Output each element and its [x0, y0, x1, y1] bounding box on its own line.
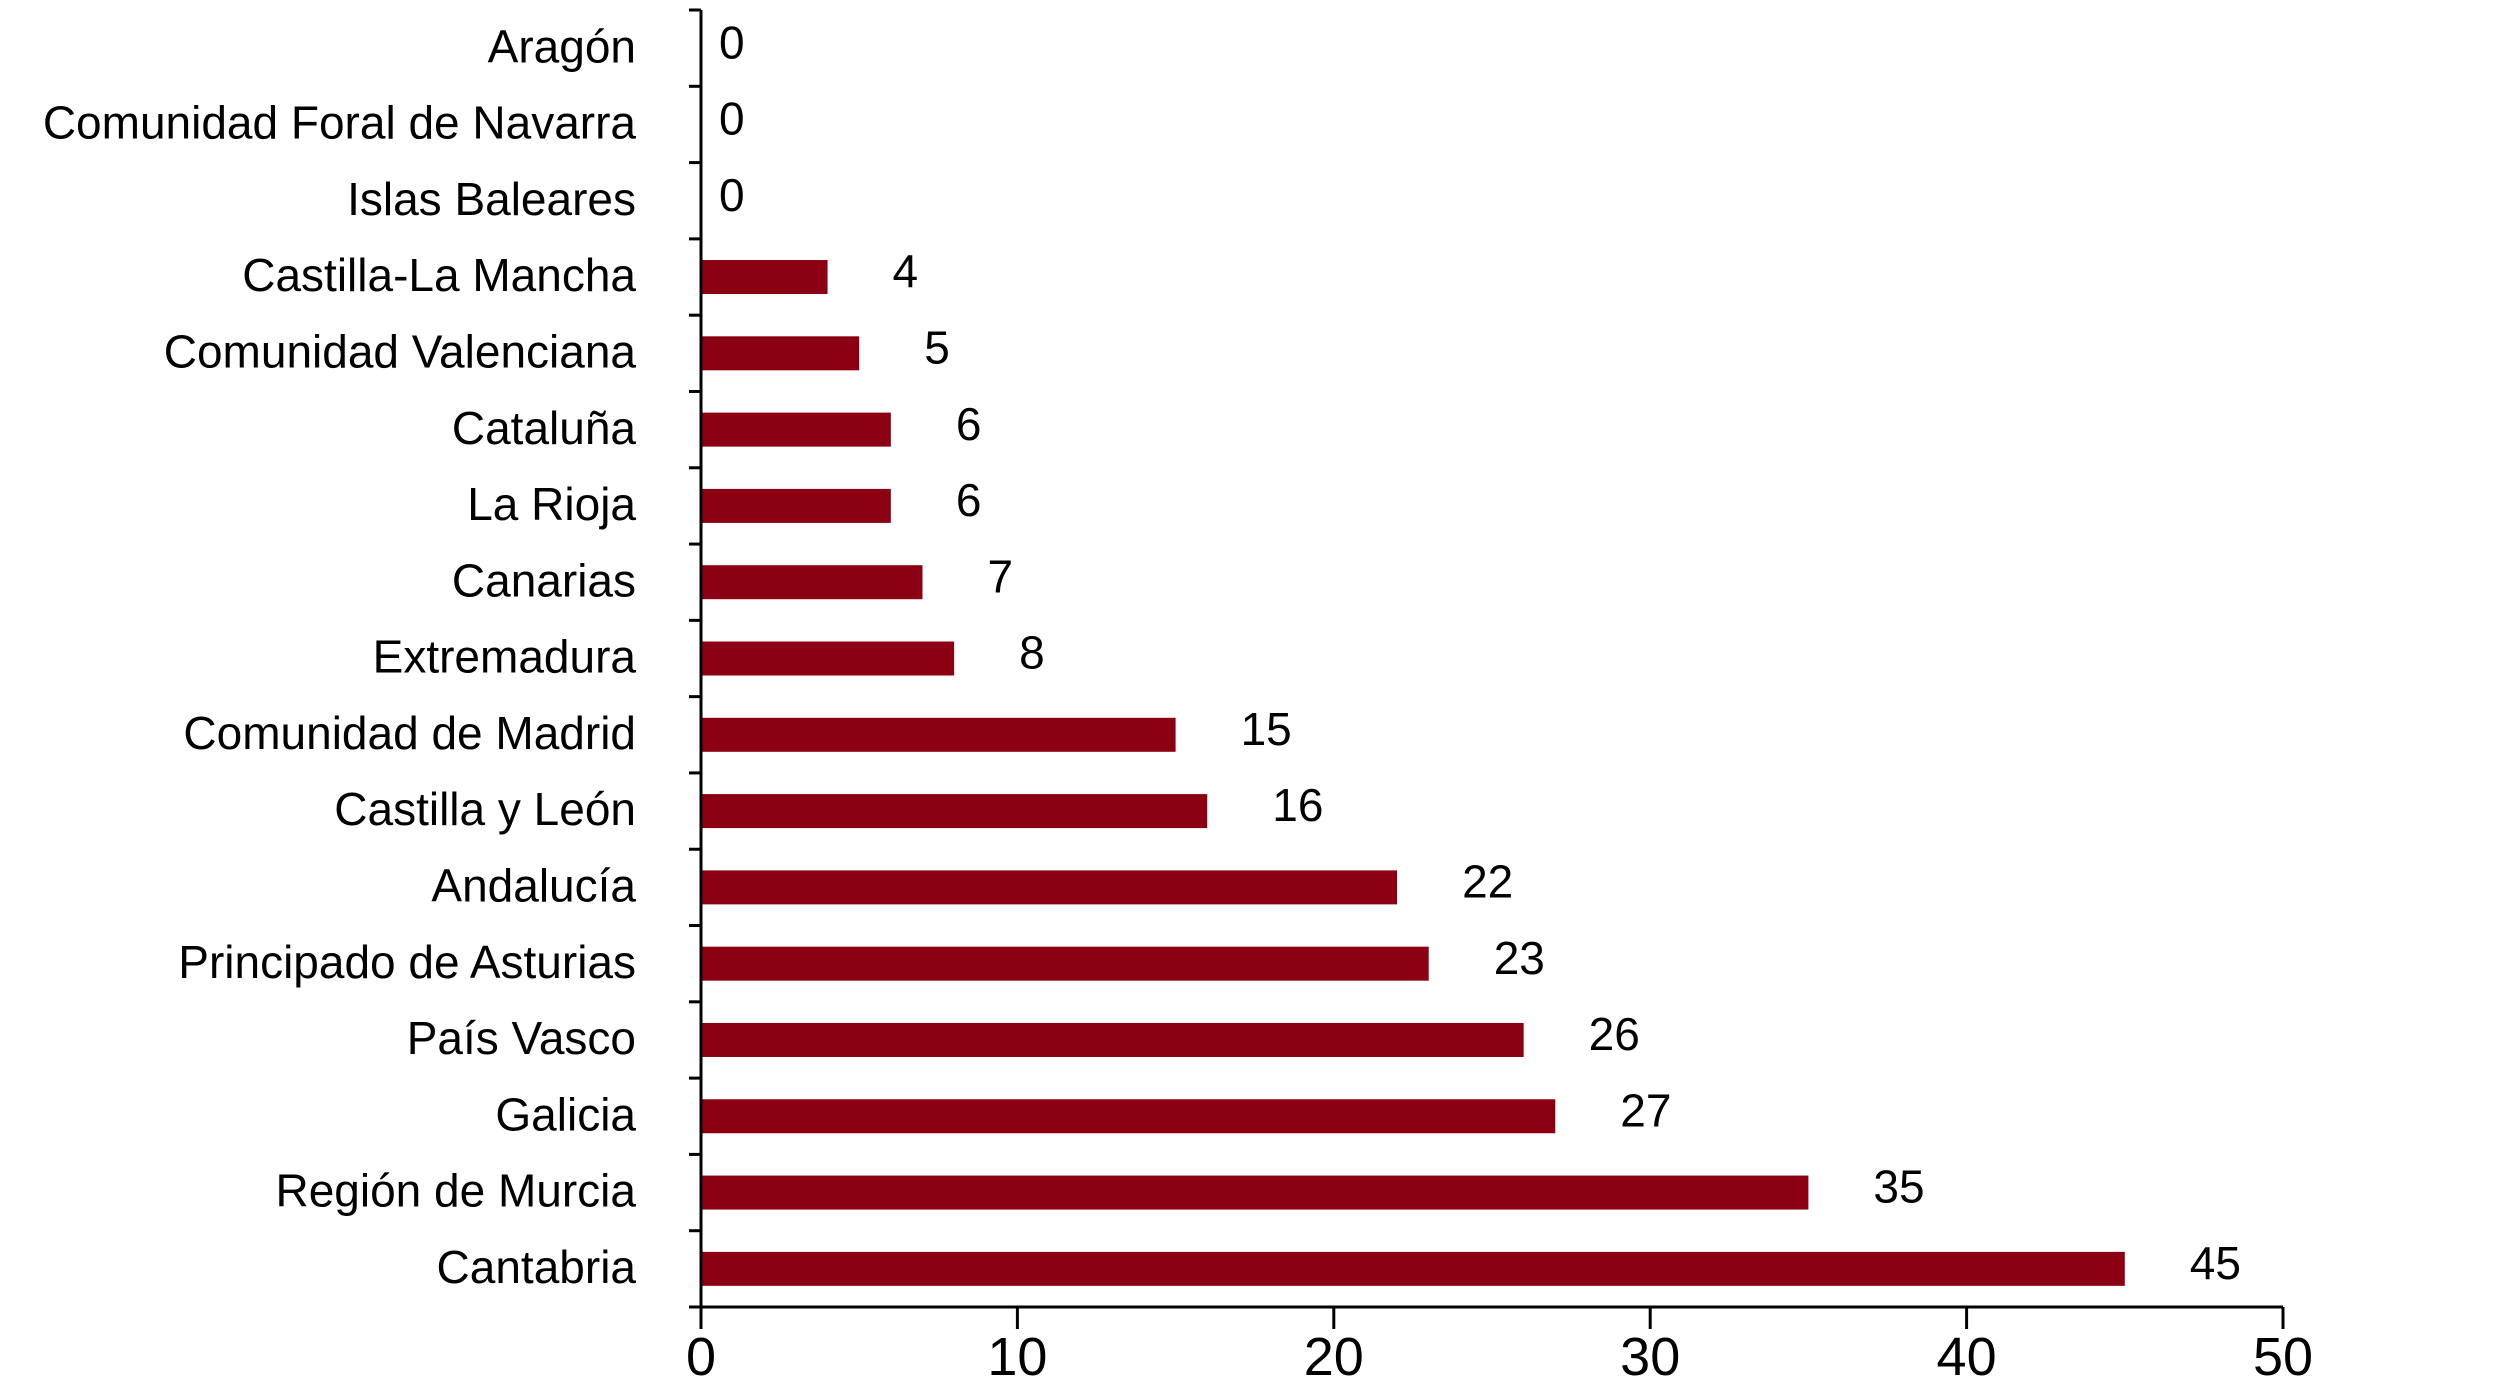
- category-label: Cantabria: [437, 1241, 637, 1293]
- bar: [701, 565, 923, 600]
- category-label: Aragón: [488, 20, 636, 72]
- data-label: 26: [1589, 1008, 1640, 1060]
- category-label: Cataluña: [452, 402, 637, 454]
- data-label: 6: [956, 474, 982, 526]
- data-label: 0: [719, 93, 745, 145]
- bar: [701, 794, 1208, 829]
- category-label: Castilla-La Mancha: [242, 249, 636, 301]
- data-label: 15: [1241, 703, 1292, 755]
- data-label: 6: [956, 398, 982, 450]
- data-label: 5: [924, 321, 950, 373]
- bars-group: [701, 260, 2125, 1286]
- data-label: 45: [2190, 1237, 2241, 1289]
- bar: [701, 412, 891, 447]
- data-label: 22: [1462, 856, 1513, 908]
- category-label: Castilla y León: [334, 783, 636, 835]
- bar: [701, 870, 1398, 905]
- bar: [701, 1175, 1809, 1210]
- data-label: 23: [1494, 932, 1545, 984]
- bar: [701, 488, 891, 523]
- data-label: 27: [1620, 1084, 1671, 1136]
- data-label: 0: [719, 16, 745, 68]
- category-labels-group: Aragón Comunidad Foral de Navarra Islas Ba…: [43, 20, 637, 1293]
- bar: [701, 717, 1176, 752]
- bar: [701, 1022, 1524, 1057]
- category-label: Galicia: [495, 1088, 636, 1140]
- x-tick-label: 0: [686, 1327, 716, 1382]
- category-label: Comunidad Foral de Navarra: [43, 97, 637, 149]
- bar: [701, 1099, 1556, 1134]
- bar: [701, 336, 860, 371]
- category-label: Comunidad Valenciana: [164, 325, 637, 377]
- data-label: 16: [1272, 779, 1323, 831]
- x-tick-label: 10: [987, 1327, 1047, 1382]
- x-tick-label: 40: [1937, 1327, 1997, 1382]
- bar: [701, 1251, 2125, 1286]
- x-tick-label: 50: [2253, 1327, 2313, 1382]
- category-label: Andalucía: [431, 860, 636, 912]
- data-label: 4: [893, 245, 919, 297]
- x-tick-label: 30: [1620, 1327, 1680, 1382]
- data-label: 0: [719, 169, 745, 221]
- category-label: Extremadura: [373, 631, 637, 683]
- data-label: 7: [987, 550, 1013, 602]
- x-axis: 0 10 20 30 40 50: [686, 1305, 2313, 1382]
- category-label: Canarias: [452, 554, 636, 606]
- x-tick-label: 20: [1304, 1327, 1364, 1382]
- data-label: 35: [1873, 1161, 1924, 1213]
- category-label: Comunidad de Madrid: [183, 707, 636, 759]
- y-axis: [689, 8, 703, 1309]
- category-label: La Rioja: [467, 478, 636, 530]
- bar: [701, 641, 955, 676]
- data-label: 8: [1019, 627, 1045, 679]
- category-label: Islas Baleares: [347, 173, 636, 225]
- bar: [701, 946, 1429, 981]
- category-label: País Vasco: [407, 1012, 636, 1064]
- category-label: Principado de Asturias: [178, 936, 636, 988]
- category-label: Región de Murcia: [275, 1165, 636, 1217]
- bar: [701, 260, 828, 295]
